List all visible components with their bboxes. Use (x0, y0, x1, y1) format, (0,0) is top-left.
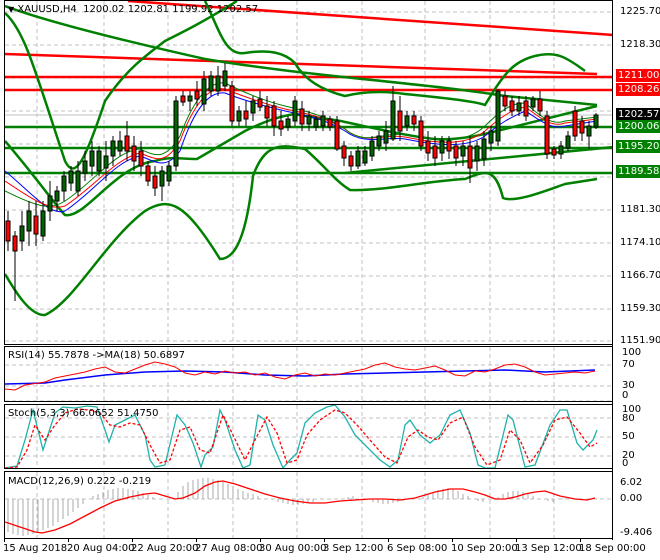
time-label: 20 Aug 04:00 (67, 543, 135, 554)
stoch-axis-50: 50 (622, 431, 635, 442)
stochastic-pane[interactable]: Stoch(5,3,3) 66.0652 51.4750 (4, 404, 613, 469)
time-tick (516, 538, 517, 542)
price-tick: 1174.10 (620, 237, 660, 248)
candlesticks (5, 63, 599, 301)
macd-axis-min: -9.406 (620, 527, 653, 538)
price-tick: 1218.30 (620, 39, 660, 50)
time-tick (388, 538, 389, 542)
time-label: 6 Sep 08:00 (387, 543, 448, 554)
time-tick (196, 538, 197, 542)
rsi-canvas (5, 347, 612, 401)
price-tick: 1181.30 (620, 204, 660, 215)
price-tick: 1225.70 (620, 6, 660, 17)
time-tick (68, 538, 69, 542)
ohlc-values: 1200.02 1202.81 1199.92 1202.57 (83, 4, 259, 15)
rsi-axis-0: 0 (622, 390, 629, 401)
price-tick: 1159.30 (620, 303, 660, 314)
rsi-title: RSI(14) 55.7878 ->MA(18) 50.6897 (8, 350, 185, 361)
macd-axis-zero: 0.00 (620, 493, 643, 504)
rsi-pane[interactable]: RSI(14) 55.7878 ->MA(18) 50.6897 (4, 346, 613, 402)
time-tick (452, 538, 453, 542)
stoch-axis-100: 100 (622, 404, 642, 415)
rsi-axis-30: 30 (622, 380, 635, 391)
resistance-tag-1208: 1208.26 (616, 83, 660, 96)
stoch-canvas (5, 405, 612, 468)
macd-title: MACD(12,26,9) 0.222 -0.219 (8, 476, 152, 487)
price-chart-canvas (5, 1, 612, 344)
support-tag-1195: 1195.20 (616, 140, 660, 153)
time-tick (580, 538, 581, 542)
time-label: 10 Sep 20:00 (451, 543, 518, 554)
time-label: 13 Sep 12:00 (515, 543, 582, 554)
stoch-title: Stoch(5,3,3) 66.0652 51.4750 (8, 408, 159, 419)
time-label: 18 Sep 00:00 (579, 543, 646, 554)
time-tick (4, 538, 5, 542)
rsi-axis-100: 100 (622, 347, 642, 358)
macd-pane[interactable]: MACD(12,26,9) 0.222 -0.219 (4, 471, 613, 539)
stoch-axis-0: 0 (622, 458, 629, 469)
collapse-triangle-icon[interactable]: ▼ (8, 5, 15, 14)
stoch-axis-80: 80 (622, 413, 635, 424)
stoch-axis-20: 20 (622, 450, 635, 461)
time-label: 30 Aug 00:00 (259, 543, 327, 554)
bollinger-bands (5, 1, 598, 317)
macd-axis-max: 6.02 (620, 477, 643, 488)
time-tick (132, 538, 133, 542)
resistance-tag-1211: 1211.00 (616, 69, 660, 82)
price-axis-divider (612, 0, 613, 540)
price-tick: 1166.70 (620, 270, 660, 281)
time-label: 3 Sep 12:00 (323, 543, 384, 554)
rsi-axis-70: 70 (622, 359, 635, 370)
macd-canvas (5, 472, 612, 538)
time-label: 22 Aug 20:00 (131, 543, 199, 554)
current-price-tag: 1202.57 (616, 108, 660, 121)
time-label: 27 Aug 08:00 (195, 543, 263, 554)
support-tag-1189: 1189.58 (616, 165, 660, 178)
chart-symbol-legend: ▼ XAUUSD,H4 1200.02 1202.81 1199.92 1202… (8, 4, 258, 15)
price-tick: 1151.90 (620, 335, 660, 346)
support-tag-1200: 1200.06 (616, 120, 660, 133)
time-tick (260, 538, 261, 542)
time-tick (324, 538, 325, 542)
price-chart-pane[interactable]: ▼ XAUUSD,H4 1200.02 1202.81 1199.92 1202… (4, 0, 613, 345)
symbol-title: XAUUSD,H4 (17, 4, 77, 15)
support-lines (5, 125, 612, 175)
time-label: 15 Aug 2018 (3, 543, 68, 554)
